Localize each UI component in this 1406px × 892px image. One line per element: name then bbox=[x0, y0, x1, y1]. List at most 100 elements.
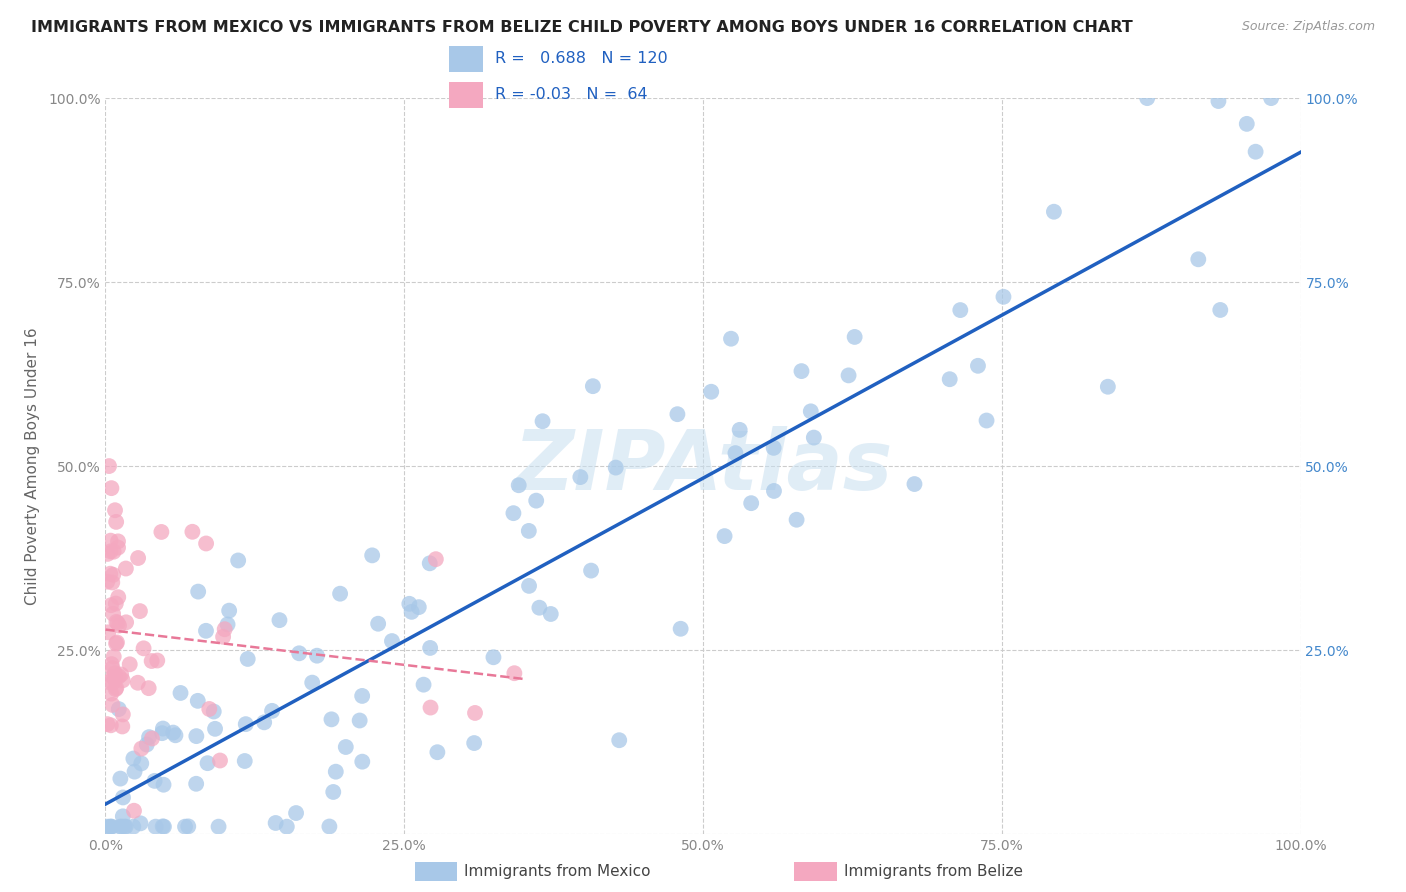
Point bbox=[724, 446, 747, 460]
Point bbox=[517, 579, 540, 593]
Point bbox=[425, 552, 447, 566]
Point bbox=[110, 772, 132, 786]
Text: Immigrants from Belize: Immigrants from Belize bbox=[844, 864, 1022, 879]
Point bbox=[105, 635, 128, 649]
Point bbox=[803, 431, 825, 445]
Point bbox=[101, 670, 124, 684]
Point bbox=[285, 805, 308, 820]
Point bbox=[790, 364, 813, 378]
Point bbox=[143, 773, 166, 788]
Point bbox=[101, 661, 124, 675]
Point bbox=[177, 819, 200, 833]
Point bbox=[100, 544, 122, 558]
Point bbox=[114, 820, 136, 834]
Point bbox=[138, 681, 160, 695]
Point bbox=[118, 657, 141, 672]
Point bbox=[104, 682, 127, 697]
Point bbox=[361, 549, 384, 563]
Point bbox=[1244, 145, 1267, 159]
Point bbox=[131, 741, 153, 756]
Point bbox=[105, 615, 128, 629]
Point bbox=[100, 820, 122, 834]
Point bbox=[100, 657, 122, 672]
Point bbox=[903, 477, 925, 491]
Point bbox=[96, 820, 118, 834]
Point bbox=[419, 640, 441, 655]
Point bbox=[800, 404, 823, 418]
Point bbox=[1260, 91, 1282, 105]
Point bbox=[97, 625, 120, 640]
Point bbox=[204, 722, 226, 736]
Point bbox=[529, 600, 551, 615]
Point bbox=[352, 689, 374, 703]
Point bbox=[101, 675, 124, 690]
Point bbox=[700, 384, 723, 399]
Point bbox=[967, 359, 990, 373]
Point bbox=[1236, 117, 1258, 131]
Point bbox=[464, 706, 486, 720]
Point bbox=[96, 547, 118, 561]
Point bbox=[122, 820, 145, 834]
Point bbox=[207, 820, 229, 834]
Point bbox=[786, 513, 808, 527]
Point bbox=[218, 604, 240, 618]
Point bbox=[105, 681, 128, 695]
FancyBboxPatch shape bbox=[449, 46, 484, 72]
Point bbox=[152, 819, 174, 833]
Point bbox=[398, 597, 420, 611]
Point bbox=[195, 624, 218, 638]
Point bbox=[104, 503, 127, 517]
Point bbox=[728, 423, 751, 437]
Point bbox=[162, 725, 184, 739]
Point bbox=[419, 557, 441, 571]
Point bbox=[141, 731, 163, 746]
Point bbox=[110, 820, 132, 834]
Point bbox=[349, 714, 371, 728]
Point bbox=[108, 669, 131, 683]
Point bbox=[419, 700, 441, 714]
Point bbox=[100, 598, 122, 612]
Point bbox=[197, 756, 219, 771]
Point bbox=[949, 303, 972, 318]
Point bbox=[100, 481, 122, 495]
Point bbox=[322, 785, 344, 799]
Point bbox=[98, 458, 121, 473]
Point bbox=[138, 730, 160, 744]
Point bbox=[1136, 91, 1159, 105]
Text: ZIPAtlas: ZIPAtlas bbox=[513, 425, 893, 507]
Point bbox=[146, 653, 169, 667]
Point bbox=[100, 687, 122, 701]
Point bbox=[127, 675, 149, 690]
Point bbox=[740, 496, 762, 510]
Point bbox=[111, 820, 134, 834]
Point bbox=[129, 756, 152, 771]
Point bbox=[111, 673, 134, 688]
Point bbox=[100, 718, 122, 732]
Point bbox=[321, 712, 343, 726]
Point bbox=[352, 755, 374, 769]
Point bbox=[108, 618, 131, 632]
Point bbox=[101, 575, 124, 590]
FancyBboxPatch shape bbox=[449, 82, 484, 108]
Point bbox=[129, 816, 152, 830]
Point bbox=[122, 751, 145, 765]
Point bbox=[301, 675, 323, 690]
Point bbox=[107, 590, 129, 604]
Point bbox=[111, 790, 134, 805]
Point bbox=[762, 441, 785, 455]
Point bbox=[264, 816, 287, 830]
Point bbox=[1208, 94, 1230, 108]
Point bbox=[103, 545, 125, 559]
Point bbox=[114, 820, 136, 834]
Point bbox=[187, 694, 209, 708]
Point bbox=[503, 666, 526, 681]
Point bbox=[174, 820, 197, 834]
Point bbox=[720, 332, 742, 346]
Point bbox=[993, 290, 1015, 304]
Point bbox=[502, 506, 524, 520]
Point bbox=[976, 413, 998, 427]
Point bbox=[236, 652, 259, 666]
Point bbox=[524, 493, 547, 508]
Point bbox=[115, 561, 138, 575]
Point bbox=[579, 564, 602, 578]
